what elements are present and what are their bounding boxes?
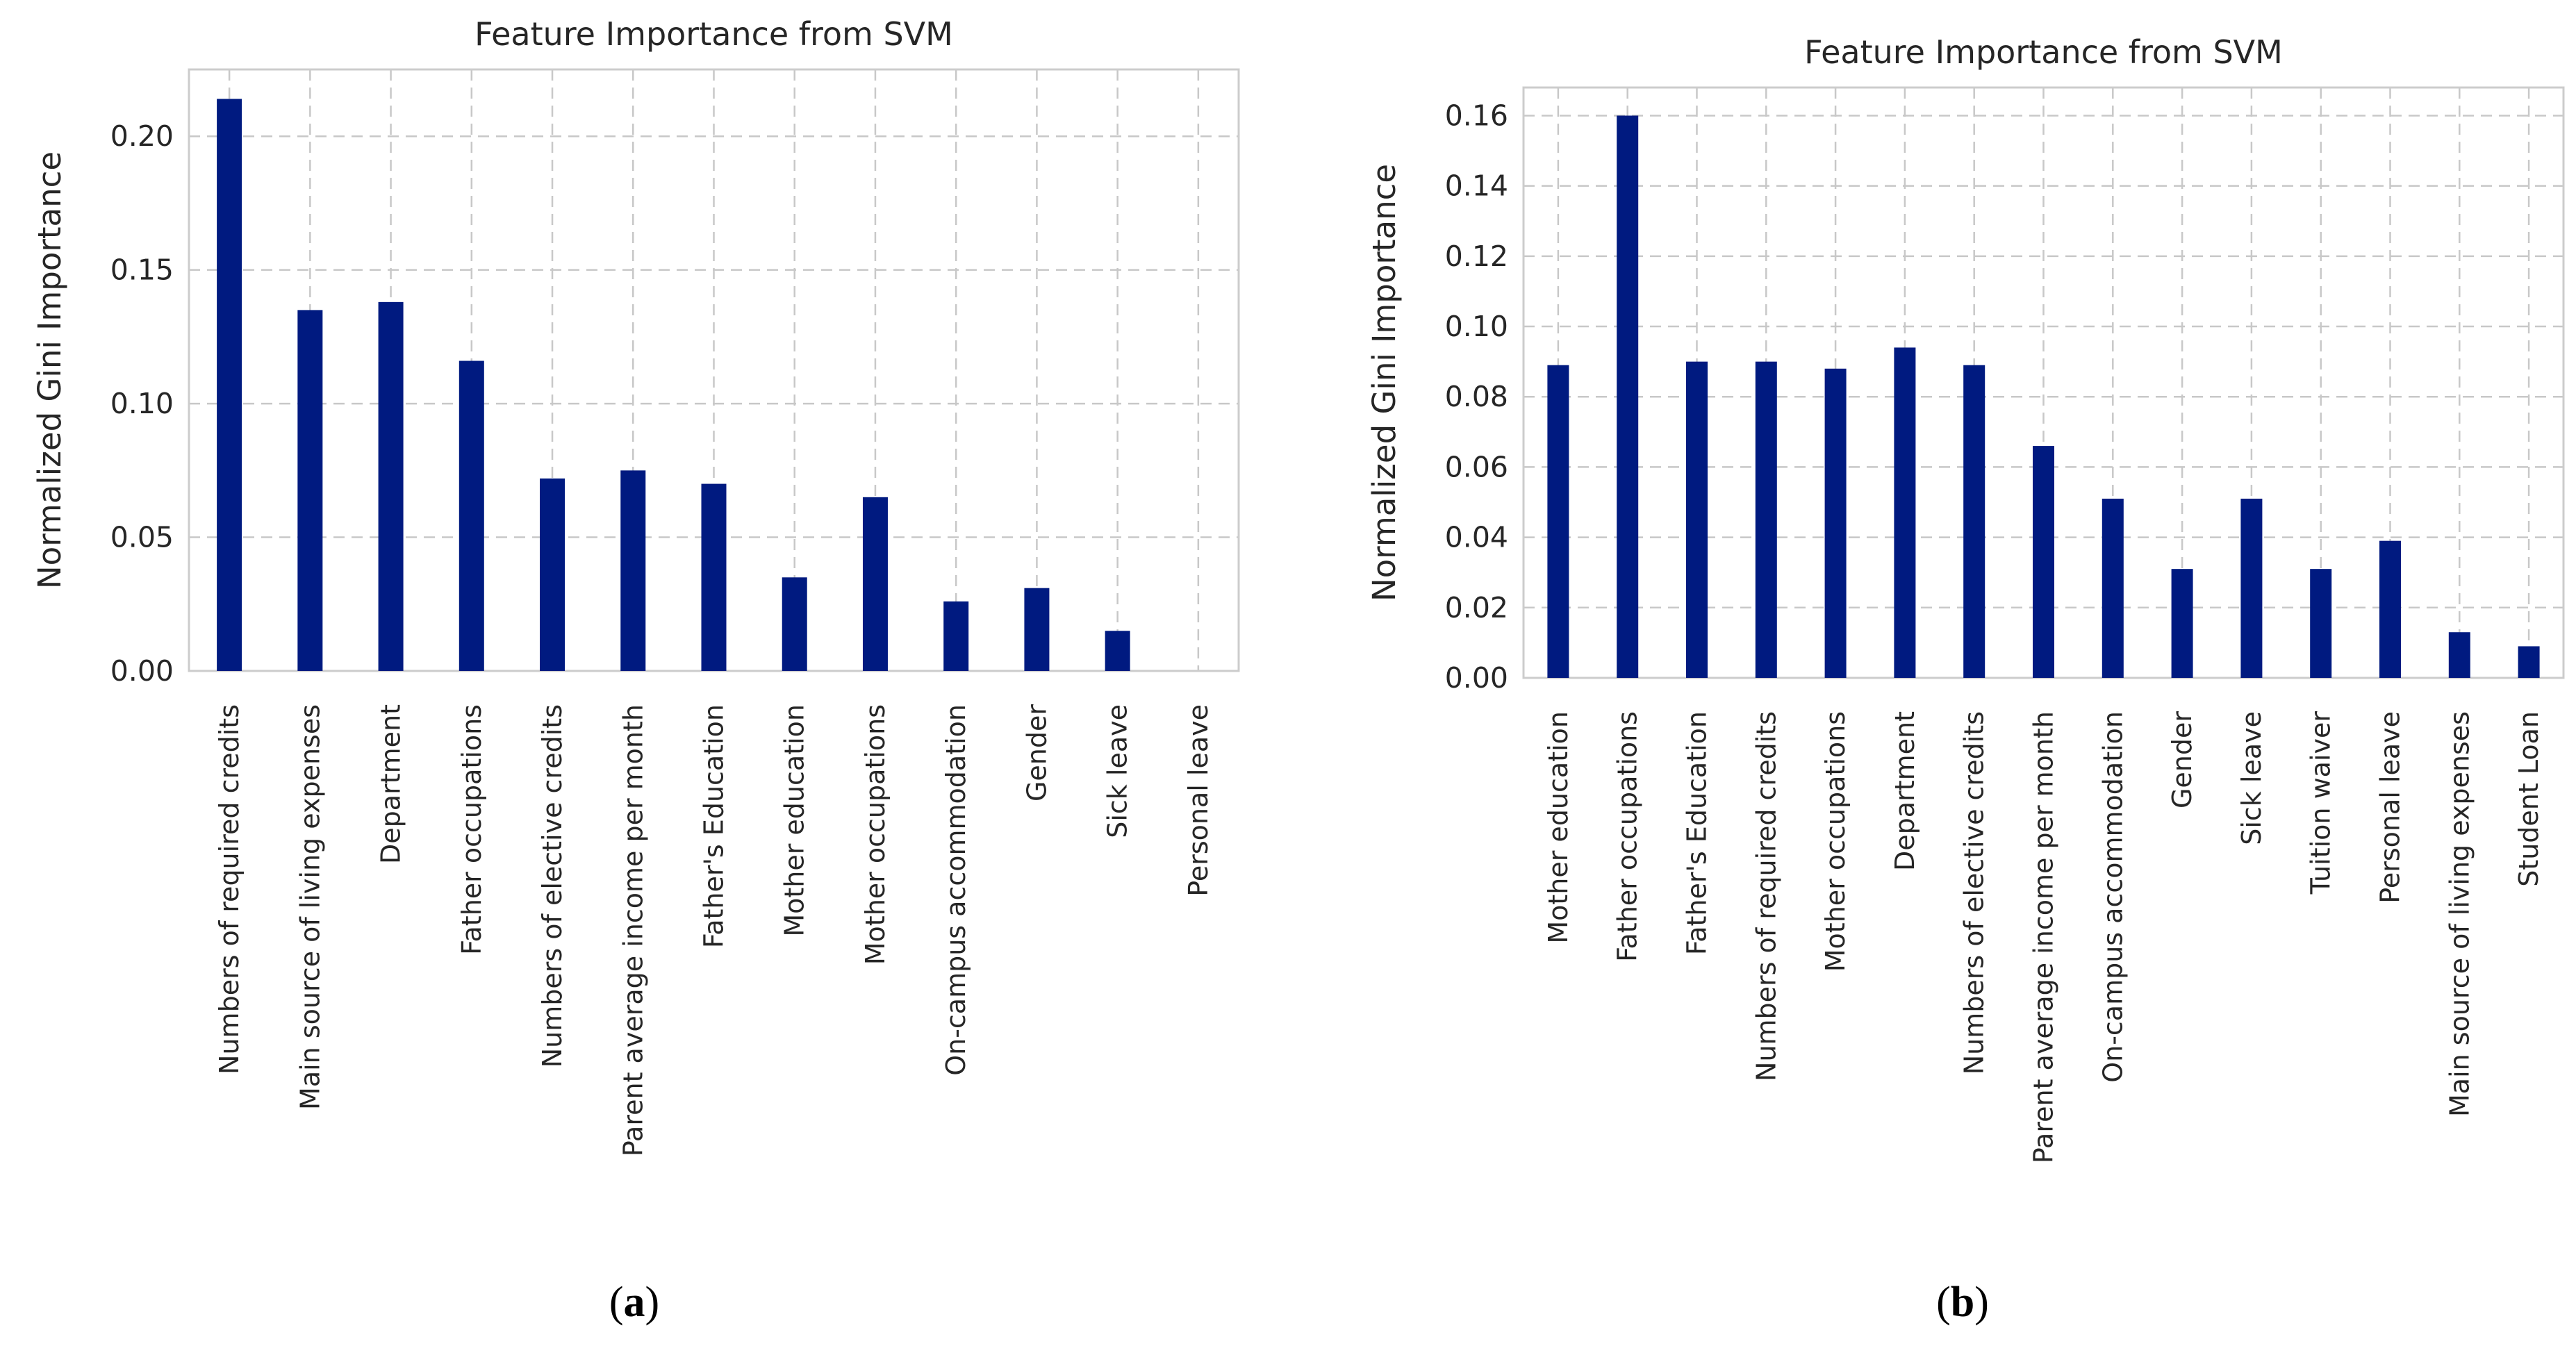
bar — [1547, 365, 1569, 678]
bar — [1894, 347, 1916, 678]
caption-b: (b) — [1936, 1279, 1989, 1326]
bar — [862, 497, 888, 671]
bar — [2240, 498, 2263, 678]
y-tick-label: 0.10 — [110, 387, 174, 420]
x-tick-label: Main source of living expenses — [2444, 711, 2475, 1117]
y-tick-label: 0.15 — [110, 254, 174, 287]
x-tick-label: Mother occupations — [860, 704, 891, 965]
y-tick-label: 0.02 — [1445, 591, 1508, 624]
y-tick-label: 0.05 — [110, 521, 174, 554]
y-axis-label-b: Normalized Gini Importance — [1366, 164, 1403, 601]
bar — [2102, 498, 2124, 678]
x-tick-label: Mother education — [1543, 711, 1574, 944]
bar — [1824, 368, 1847, 678]
x-tick-label: Father's Education — [699, 704, 729, 948]
chart-panel-a: 0.00 0.05 0.10 0.15 0.20 Numbers of required… — [31, 15, 1240, 1156]
x-tick-label: Personal leave — [1183, 704, 1214, 897]
bar — [1963, 365, 1985, 678]
x-tick-label: Mother occupations — [1820, 711, 1851, 972]
y-tick-label: 0.08 — [1445, 380, 1508, 413]
x-tick-label: On-campus accommodation — [941, 704, 971, 1076]
x-tick-label: Mother education — [779, 704, 810, 937]
x-tick-label: Parent average income per month — [2029, 711, 2059, 1163]
x-tick-label: Personal leave — [2375, 711, 2406, 904]
y-axis-label-a: Normalized Gini Importance — [31, 151, 68, 589]
bar — [2448, 632, 2470, 678]
bar — [2379, 540, 2401, 678]
x-tick-label: Gender — [1021, 704, 1052, 802]
x-tick-label: Numbers of required credits — [1751, 711, 1781, 1081]
bar — [2033, 446, 2054, 678]
bar — [1686, 361, 1708, 678]
chart-title-a: Feature Importance from SVM — [474, 15, 953, 53]
x-tick-label: Sick leave — [2236, 711, 2267, 845]
bar — [2171, 569, 2193, 678]
bar — [782, 577, 807, 671]
chart-title-b: Feature Importance from SVM — [1804, 33, 2283, 71]
bar — [943, 601, 969, 671]
bar — [297, 310, 323, 671]
bar — [1755, 361, 1777, 678]
x-tick-label: Parent average income per month — [618, 704, 648, 1156]
bar — [620, 470, 646, 671]
bar — [459, 360, 484, 671]
y-tick-label: 0.04 — [1445, 521, 1508, 554]
x-tick-label: Father occupations — [456, 704, 487, 955]
bar — [1617, 115, 1639, 678]
y-tick-label: 0.10 — [1445, 310, 1508, 343]
caption-a: (a) — [609, 1279, 659, 1326]
bar — [1024, 588, 1050, 671]
bar — [2310, 569, 2332, 678]
x-tick-label: Department — [376, 704, 406, 864]
x-tick-label: Sick leave — [1103, 704, 1133, 838]
chart-panel-b: 0.00 0.02 0.04 0.06 0.08 0.10 0.12 0.14 0.16 Mot… — [1366, 33, 2565, 1163]
x-tick-label: Numbers of elective credits — [537, 704, 568, 1068]
bar — [217, 99, 242, 672]
x-tick-label: Main source of living expenses — [295, 704, 325, 1110]
x-tick-label: On-campus accommodation — [2097, 711, 2128, 1083]
bar — [2518, 646, 2540, 678]
y-tick-label: 0.16 — [1445, 99, 1508, 132]
y-tick-label: 0.00 — [110, 654, 174, 688]
y-tick-label: 0.06 — [1445, 450, 1508, 483]
y-tick-label: 0.20 — [110, 119, 174, 153]
bar — [1105, 631, 1130, 671]
y-tick-label: 0.12 — [1445, 240, 1508, 273]
y-tick-label: 0.14 — [1445, 169, 1508, 203]
x-tick-label: Numbers of elective credits — [1959, 711, 1990, 1074]
x-tick-label: Gender — [2167, 711, 2197, 808]
x-tick-label: Father occupations — [1612, 711, 1643, 962]
x-tick-label: Father's Education — [1682, 711, 1712, 955]
bar — [378, 301, 404, 671]
x-tick-label: Tuition waiver — [2306, 711, 2336, 895]
bar — [701, 483, 727, 671]
bar — [540, 478, 565, 671]
x-tick-label: Student Loan — [2513, 711, 2544, 887]
y-tick-label: 0.00 — [1445, 661, 1508, 695]
x-tick-label: Numbers of required credits — [214, 704, 245, 1074]
x-tick-label: Department — [1890, 711, 1920, 871]
